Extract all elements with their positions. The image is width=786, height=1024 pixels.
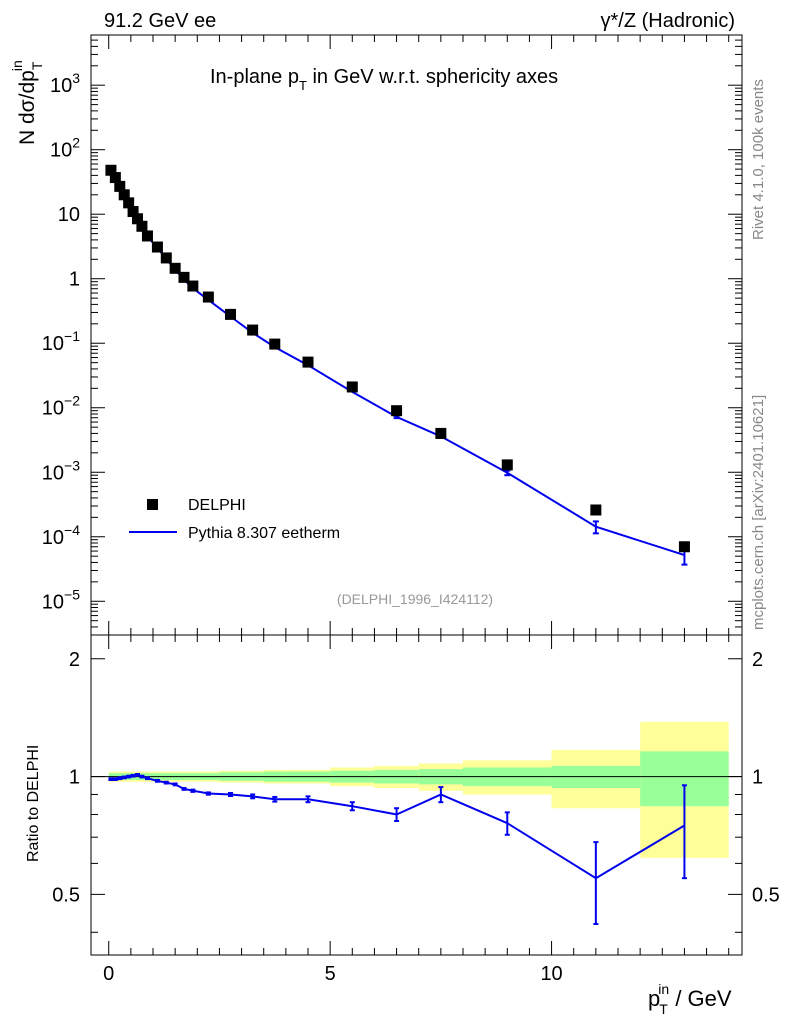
analysis-id: (DELPHI_1996_I424112) — [337, 591, 493, 607]
main-x-ticks — [108, 35, 730, 635]
ratio-y-tick-label-right: 0.5 — [752, 884, 780, 906]
main-plot-frame — [90, 34, 743, 636]
data-point — [202, 291, 214, 303]
ratio-y-ticks: 2 2 1 1 0.5 0.5 — [52, 649, 780, 933]
x-tick-label: 0 — [103, 963, 114, 985]
ratio-y-tick-label-right: 1 — [752, 767, 763, 789]
legend-label-data: DELPHI — [188, 497, 246, 514]
data-point — [178, 271, 190, 283]
data-point — [247, 324, 259, 336]
ratio-y-axis-label: Ratio to DELPHI — [25, 745, 42, 862]
main-y-axis-label: N dσ/dpTin — [9, 60, 45, 145]
rivet-label: Rivet 4.1.0, 100k events — [750, 79, 767, 240]
ratio-y-tick-label-left: 2 — [69, 649, 80, 671]
data-point — [136, 220, 148, 232]
data-point — [105, 164, 117, 176]
data-point — [160, 252, 172, 264]
y-tick-label: 102 — [50, 135, 80, 162]
y-tick-label: 10−2 — [42, 393, 80, 420]
data-point — [346, 381, 358, 393]
ratio-y-tick-label-left: 0.5 — [52, 884, 80, 906]
y-tick-label: 10−5 — [42, 586, 80, 613]
y-tick-label: 103 — [50, 70, 80, 97]
data-point — [590, 504, 602, 516]
x-axis-label: pTin / GeV — [648, 981, 732, 1017]
data-point — [141, 230, 153, 242]
ratio-y-tick-label-left: 1 — [69, 767, 80, 789]
ratio-x-ticks: 0 5 10 — [103, 635, 730, 985]
y-tick-label: 10−1 — [42, 328, 80, 355]
plot-title: In-plane pT in GeV w.r.t. sphericity axe… — [210, 66, 558, 93]
process-label: γ*/Z (Hadronic) — [601, 10, 735, 32]
uncertainty-bands — [108, 721, 729, 858]
data-series — [105, 164, 690, 553]
data-point — [391, 405, 403, 417]
data-point — [123, 197, 135, 209]
data-point — [169, 262, 181, 274]
data-point — [114, 180, 126, 192]
ratio-mc-series — [108, 773, 687, 926]
data-point — [225, 308, 236, 320]
y-tick-label: 10 — [58, 204, 80, 226]
legend: DELPHI Pythia 8.307 eetherm — [129, 497, 340, 542]
ratio-plot: 2 2 1 1 0.5 0.5 0 5 10 Ratio to DELPHI — [25, 634, 780, 985]
energy-label: 91.2 GeV ee — [104, 10, 216, 32]
ratio-plot-frame — [90, 634, 743, 956]
data-point — [269, 338, 281, 350]
data-point — [132, 213, 143, 225]
data-point — [109, 172, 121, 184]
legend-marker-data — [147, 499, 158, 510]
data-point — [501, 459, 513, 471]
y-tick-label: 10−4 — [42, 522, 80, 549]
x-tick-label: 10 — [540, 963, 562, 985]
y-tick-label: 1 — [69, 269, 80, 291]
legend-label-mc: Pythia 8.307 eetherm — [188, 525, 340, 542]
data-point — [118, 189, 130, 201]
x-tick-label: 5 — [325, 963, 336, 985]
data-point — [678, 541, 690, 553]
mcplots-label: mcplots.cern.ch [arXiv:2401.10621] — [750, 395, 767, 630]
data-point — [187, 280, 199, 292]
data-point — [151, 241, 163, 253]
data-point — [127, 206, 139, 218]
data-point — [302, 356, 314, 368]
ratio-y-tick-label-right: 2 — [752, 649, 763, 671]
data-point — [435, 427, 447, 439]
y-tick-label: 10−3 — [42, 457, 80, 484]
